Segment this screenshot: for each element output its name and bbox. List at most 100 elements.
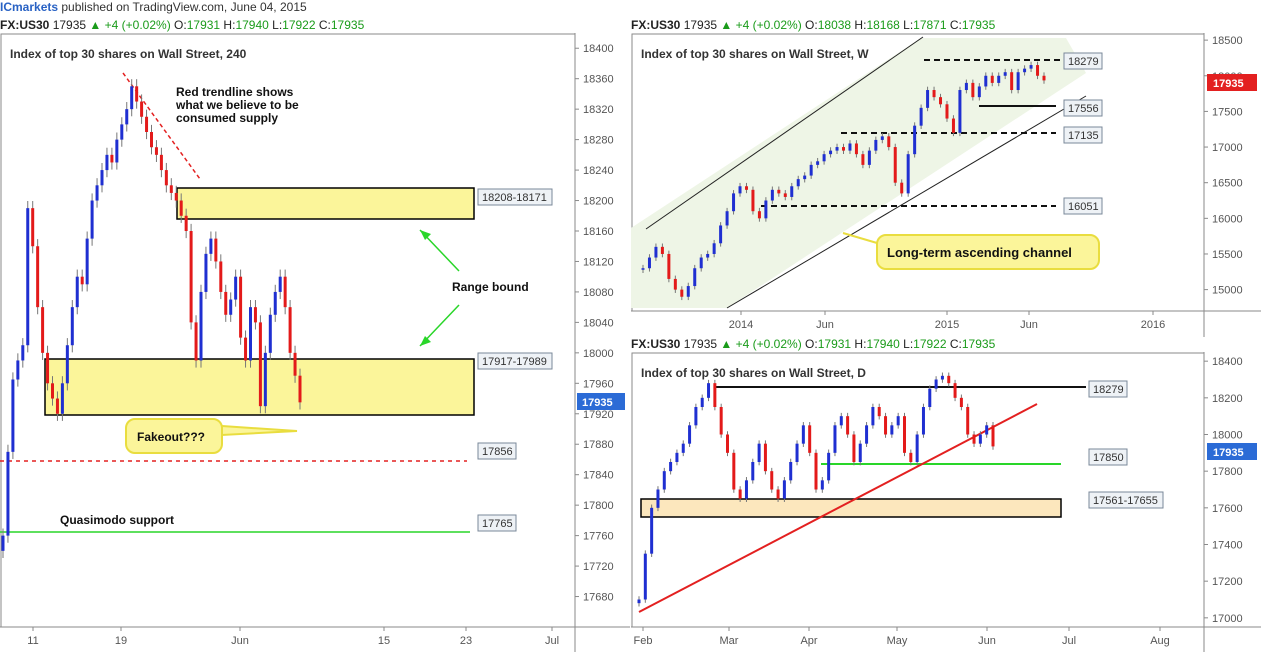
- price: 17935: [52, 18, 87, 32]
- price-badge: [1207, 74, 1257, 91]
- candle-body: [1016, 72, 1020, 91]
- candle-body: [209, 238, 213, 254]
- candle-body: [932, 90, 936, 98]
- candle-body: [909, 452, 913, 462]
- candle-body: [700, 397, 704, 407]
- candle-body: [854, 143, 858, 155]
- candle-body: [858, 443, 862, 462]
- candle-body: [51, 383, 54, 399]
- y-tick-label: 17760: [583, 531, 614, 543]
- candle-body: [219, 261, 223, 292]
- candle-body: [816, 161, 820, 165]
- candle-body: [808, 425, 812, 453]
- candle-body: [945, 104, 949, 119]
- y-tick-label: 16000: [1212, 213, 1243, 225]
- candle-body: [174, 192, 178, 201]
- candle-body: [852, 434, 856, 462]
- candle-body: [757, 211, 761, 219]
- x-tick-label: 2015: [935, 319, 959, 331]
- channel-upper-line[interactable]: [645, 36, 924, 230]
- level-label-box: [1063, 126, 1103, 144]
- plot-area: [631, 352, 1205, 628]
- open: 17931: [186, 18, 221, 32]
- candle-body: [65, 345, 69, 384]
- candle-body: [60, 383, 64, 414]
- candle-body: [288, 307, 292, 353]
- candle-body: [654, 246, 658, 258]
- candle-body: [184, 215, 188, 231]
- supply-zone[interactable]: [176, 187, 475, 220]
- candle-body: [125, 109, 129, 125]
- fakeout-callout: [125, 418, 223, 454]
- callout-pointer: [842, 232, 878, 244]
- chart-weekly[interactable]: Index of top 30 shares on Wall Street, W…: [631, 33, 1261, 337]
- candle-body: [699, 257, 703, 269]
- demand-zone[interactable]: [640, 498, 1062, 518]
- candle-body: [100, 170, 104, 186]
- chart-daily[interactable]: Index of top 30 shares on Wall Street, D…: [631, 352, 1261, 652]
- candle-body: [757, 443, 761, 462]
- channel-lower-line[interactable]: [726, 95, 1087, 309]
- y-tick-label: 18040: [583, 317, 614, 329]
- y-tick-label: 17200: [1212, 576, 1243, 588]
- candle-body: [159, 154, 163, 171]
- candle-body: [85, 238, 89, 285]
- candle-body: [258, 322, 262, 407]
- level-label: 18279: [1093, 384, 1124, 396]
- candle-body: [681, 443, 685, 453]
- symbol: FX:US30: [631, 18, 681, 32]
- arrow-up-head-icon: [420, 230, 431, 240]
- candle-body: [985, 425, 989, 435]
- low: 17922: [282, 18, 316, 32]
- level-label-box: [1063, 52, 1103, 70]
- candle-body: [1042, 75, 1046, 81]
- candle-body: [268, 314, 272, 353]
- candle-body: [835, 147, 839, 151]
- brand-name[interactable]: ICmarkets: [0, 0, 59, 14]
- candle-body: [31, 208, 35, 247]
- y-tick-label: 18200: [1212, 393, 1243, 405]
- x-tick-label: 23: [460, 635, 472, 647]
- level-label: 17135: [1068, 130, 1099, 142]
- candle-body: [846, 416, 850, 435]
- high: 17940: [235, 18, 269, 32]
- chart-4h[interactable]: Index of top 30 shares on Wall Street, 2…: [0, 33, 630, 652]
- x-tick-label: Jul: [1062, 635, 1076, 647]
- candle-body: [719, 407, 723, 435]
- candle-body: [777, 189, 781, 194]
- candle-body: [150, 132, 153, 148]
- candle-body: [283, 276, 287, 308]
- close: 17935: [961, 337, 996, 351]
- price-badge-text: 17935: [582, 397, 613, 409]
- candle-body: [829, 150, 833, 155]
- candle-body: [964, 82, 968, 91]
- y-tick-label: 18120: [583, 256, 614, 268]
- candle-body: [707, 383, 711, 398]
- candle-body: [977, 86, 981, 98]
- y-tick-label: 17880: [583, 439, 614, 451]
- candle-body: [115, 139, 119, 163]
- candle-body: [1023, 68, 1027, 73]
- chart-title: Index of top 30 shares on Wall Street, 2…: [10, 47, 247, 61]
- trendline-note-line: consumed supply: [176, 111, 278, 125]
- low: 17871: [913, 18, 947, 32]
- up-arrow-icon: ▲: [720, 18, 733, 32]
- symbol: FX:US30: [631, 337, 681, 351]
- candle-body: [1003, 72, 1007, 76]
- price: 17935: [683, 18, 718, 32]
- red-trendline[interactable]: [638, 403, 1038, 613]
- candle-body: [239, 276, 243, 338]
- plot-area: [0, 33, 576, 628]
- candle-body: [966, 407, 970, 435]
- candle-body: [650, 507, 654, 554]
- candle-body: [675, 452, 679, 462]
- candle-body: [204, 253, 208, 292]
- zone-label-box: [1088, 491, 1164, 509]
- candle-body: [713, 383, 717, 407]
- candle-body: [790, 186, 794, 197]
- level-label: 17856: [482, 446, 513, 458]
- candle-body: [978, 434, 982, 444]
- x-tick-label: 15: [378, 635, 390, 647]
- candle-body: [874, 139, 878, 151]
- price-badge-text: 17935: [1213, 447, 1244, 459]
